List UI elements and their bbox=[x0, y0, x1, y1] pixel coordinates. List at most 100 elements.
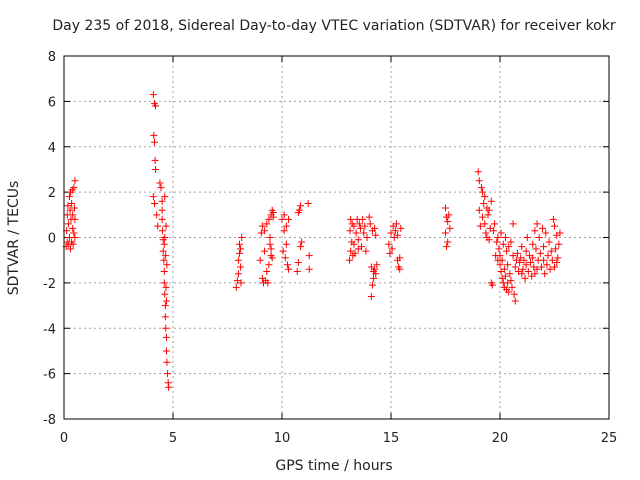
y-tick-label: 8 bbox=[48, 50, 56, 65]
data-point bbox=[256, 256, 264, 264]
data-point bbox=[157, 184, 165, 192]
data-point bbox=[529, 240, 537, 248]
data-point bbox=[495, 245, 503, 253]
data-point bbox=[346, 256, 354, 264]
data-point bbox=[500, 265, 508, 273]
data-point bbox=[527, 258, 535, 266]
data-point bbox=[238, 234, 246, 241]
data-point bbox=[70, 204, 78, 212]
data-point bbox=[474, 168, 482, 176]
data-point bbox=[394, 231, 402, 239]
data-point bbox=[522, 261, 530, 269]
data-point bbox=[522, 247, 530, 255]
data-point bbox=[509, 220, 517, 228]
data-point bbox=[160, 256, 168, 264]
data-point bbox=[518, 270, 526, 278]
data-point bbox=[294, 209, 302, 217]
data-point bbox=[65, 193, 73, 201]
data-point bbox=[264, 279, 272, 287]
data-point bbox=[370, 274, 378, 282]
data-point bbox=[305, 252, 313, 260]
data-point bbox=[358, 243, 366, 251]
x-axis-label: GPS time / hours bbox=[275, 458, 392, 474]
data-point bbox=[64, 202, 72, 210]
data-point bbox=[391, 227, 399, 235]
data-point bbox=[553, 258, 561, 266]
data-point bbox=[387, 229, 395, 237]
data-point bbox=[347, 247, 355, 255]
data-point bbox=[279, 247, 287, 255]
data-point bbox=[516, 258, 524, 266]
data-point bbox=[366, 220, 374, 228]
data-point bbox=[162, 283, 170, 291]
data-point bbox=[150, 131, 158, 139]
data-point bbox=[162, 297, 170, 305]
data-point bbox=[160, 240, 168, 248]
y-tick-label: -8 bbox=[43, 413, 56, 428]
data-point bbox=[489, 227, 497, 235]
data-point bbox=[163, 261, 171, 269]
data-point bbox=[511, 263, 519, 271]
data-point bbox=[496, 252, 504, 260]
data-point bbox=[67, 245, 75, 253]
data-point bbox=[363, 234, 371, 241]
data-point bbox=[549, 215, 557, 223]
data-point bbox=[540, 256, 548, 264]
data-point bbox=[282, 240, 290, 248]
data-point bbox=[476, 222, 484, 230]
data-point bbox=[542, 229, 550, 237]
data-point bbox=[151, 156, 159, 164]
x-axis-ticks: 0 5 10 15 20 25 bbox=[60, 56, 617, 446]
data-point bbox=[268, 254, 276, 262]
data-point bbox=[154, 222, 162, 230]
data-point bbox=[505, 288, 513, 296]
data-point bbox=[235, 249, 243, 257]
data-point bbox=[265, 261, 273, 269]
data-point bbox=[285, 215, 293, 223]
data-point bbox=[544, 252, 552, 260]
data-point bbox=[156, 179, 164, 187]
data-point bbox=[532, 245, 540, 253]
y-axis-label: SDTVAR / TECUs bbox=[6, 181, 22, 296]
data-point bbox=[294, 258, 302, 266]
data-point bbox=[506, 270, 514, 278]
data-point bbox=[261, 247, 269, 255]
data-point bbox=[397, 224, 405, 232]
data-point bbox=[70, 184, 78, 192]
data-point bbox=[356, 224, 364, 232]
y-axis-ticks: -8 -6 -4 -2 0 2 4 6 8 bbox=[43, 50, 609, 428]
data-point bbox=[442, 229, 449, 237]
data-point bbox=[163, 358, 171, 366]
data-point bbox=[361, 222, 369, 230]
data-point bbox=[351, 249, 359, 257]
data-point bbox=[503, 247, 511, 255]
data-point bbox=[446, 224, 454, 232]
y-tick-label: 0 bbox=[48, 232, 56, 247]
data-point bbox=[554, 254, 562, 262]
data-point bbox=[477, 184, 485, 192]
data-point bbox=[152, 165, 160, 173]
data-point bbox=[347, 215, 355, 223]
data-point bbox=[491, 220, 499, 228]
data-point bbox=[524, 268, 532, 276]
data-point bbox=[496, 261, 504, 269]
data-point bbox=[355, 220, 363, 228]
data-point bbox=[70, 229, 78, 237]
data-point bbox=[283, 261, 291, 269]
data-point bbox=[498, 256, 506, 264]
data-point bbox=[71, 215, 79, 223]
data-point bbox=[504, 261, 512, 269]
data-point bbox=[443, 213, 451, 221]
data-point bbox=[518, 243, 526, 251]
data-point bbox=[359, 215, 367, 223]
x-tick-label: 25 bbox=[601, 431, 618, 446]
data-point bbox=[362, 247, 370, 255]
data-point bbox=[158, 197, 166, 205]
data-point bbox=[66, 206, 74, 214]
data-point bbox=[551, 222, 558, 230]
data-point bbox=[487, 197, 495, 205]
data-point bbox=[547, 247, 555, 255]
data-point bbox=[444, 238, 452, 246]
plot-frame bbox=[63, 55, 610, 420]
